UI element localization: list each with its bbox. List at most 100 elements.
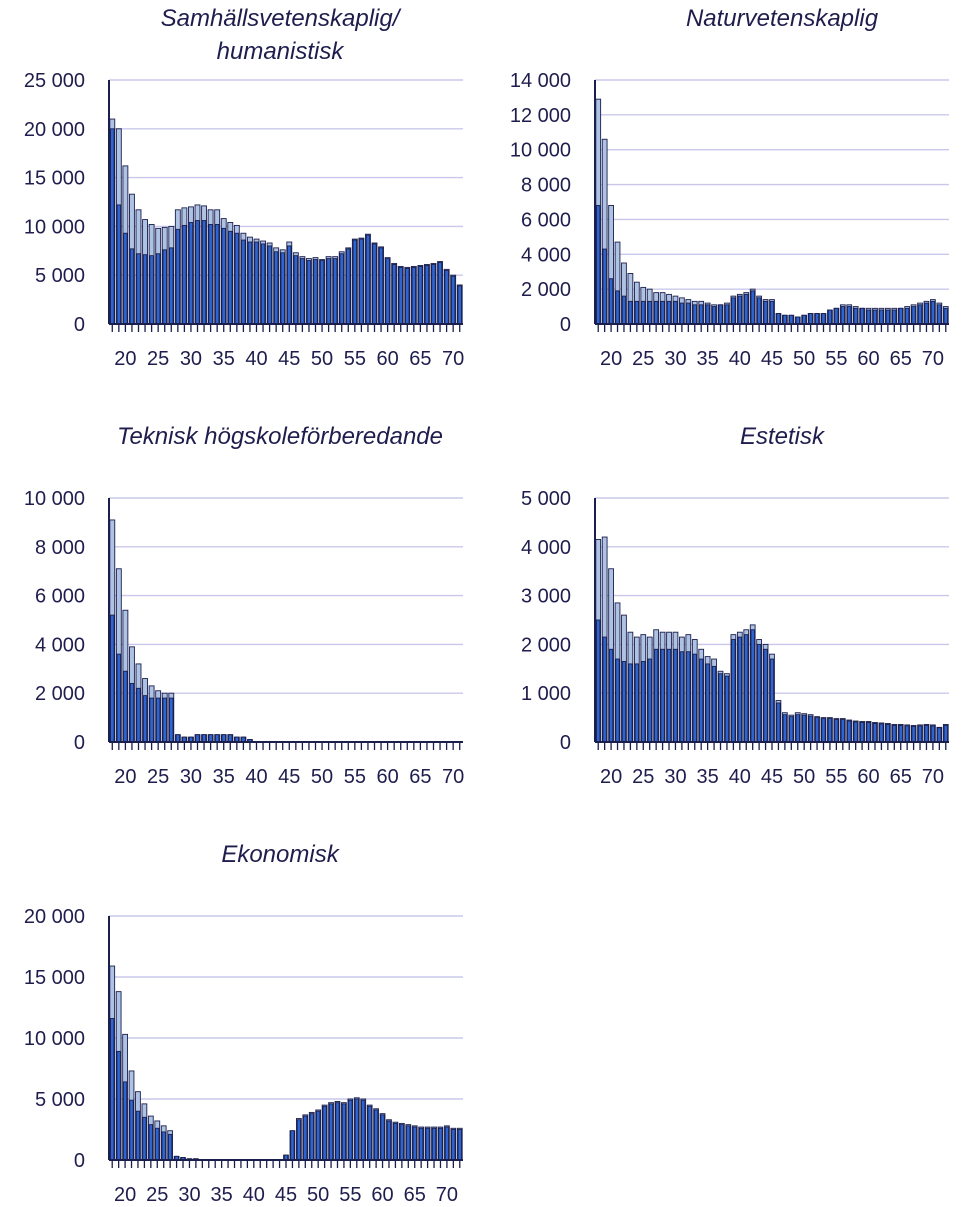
y-tick-label: 15 000 (24, 168, 85, 190)
x-tick-label: 35 (697, 766, 719, 788)
bar-subset (917, 304, 923, 325)
bar-subset (795, 714, 800, 743)
bar-subset (673, 300, 678, 325)
bar-subset (303, 1115, 308, 1161)
bar-subset (937, 304, 942, 325)
bar-subset (393, 1122, 398, 1161)
bar-subset (188, 222, 194, 325)
bar-subset (418, 1127, 424, 1161)
chart-panel-teknisk: Teknisk högskoleförberedande 0 2 000 4 000… (0, 418, 486, 818)
bar-subset (853, 307, 858, 325)
bar-subset (615, 290, 620, 325)
bar-subset (879, 309, 884, 325)
bar-subset (273, 251, 279, 325)
bar-subset (750, 629, 755, 743)
bar-subset (686, 651, 691, 743)
bar-subset (267, 245, 272, 325)
bar-subset (412, 1126, 417, 1161)
y-tick-label: 0 (74, 1150, 85, 1172)
x-tick-label: 70 (922, 766, 944, 788)
bar-subset (437, 262, 443, 325)
bar-subset (346, 248, 351, 325)
bar-chart-teknisk: 0 2 000 4 000 6 000 8 000 10 000 20 25 30 35 40 45 5… (24, 488, 464, 788)
x-tick-label: 65 (409, 766, 431, 788)
bar-subset (634, 300, 640, 325)
bar-subset (399, 1124, 405, 1161)
x-tick-label: 40 (729, 348, 751, 370)
x-tick-label: 25 (146, 1184, 168, 1206)
bar-subset (438, 1127, 443, 1161)
bar-subset (241, 239, 246, 325)
x-tick-label: 30 (180, 348, 202, 370)
x-tick-label: 45 (278, 766, 300, 788)
y-tick-label: 2 000 (521, 279, 571, 301)
bar-subset (167, 1133, 173, 1161)
x-tick-label: 55 (344, 348, 366, 370)
bar-subset (834, 307, 839, 325)
bar-subset (930, 300, 936, 325)
bar-subset (660, 648, 665, 743)
bar-subset (451, 1129, 456, 1161)
bar-subset (306, 260, 312, 325)
chart-title: Naturvetenskaplig (544, 2, 973, 35)
bar-subset (123, 670, 128, 743)
bar-subset (380, 1114, 385, 1161)
bar-subset (718, 304, 723, 325)
bar-chart-estetisk: 0 1 000 2 000 3 000 4 000 5 000 20 25 30 35 40 45 50… (521, 488, 949, 788)
bar-subset (425, 1127, 430, 1161)
bar-subset (653, 648, 659, 743)
y-tick-label: 20 000 (24, 906, 85, 928)
bar-subset (110, 614, 115, 743)
bar-subset (162, 697, 167, 743)
bar-subset (398, 266, 403, 325)
y-tick-label: 20 000 (24, 119, 85, 141)
bar-subset (418, 265, 423, 325)
x-tick-label: 20 (600, 348, 622, 370)
x-tick-label: 50 (793, 348, 815, 370)
bar-subset (431, 264, 436, 325)
bar-subset (129, 248, 135, 325)
bar-subset (608, 648, 614, 743)
x-tick-label: 60 (371, 1184, 393, 1206)
bar-subset (135, 1110, 141, 1161)
bar-subset (859, 722, 865, 743)
x-tick-label: 45 (761, 348, 783, 370)
bar-subset (641, 300, 646, 325)
x-tick-label: 60 (376, 766, 398, 788)
bar-subset (373, 1109, 379, 1161)
bar-subset (169, 247, 174, 325)
bar-subset (162, 249, 167, 325)
x-tick-label: 20 (114, 1184, 136, 1206)
bar-subset (724, 304, 730, 325)
bar-subset (763, 300, 768, 325)
chart-title-line-2: humanistisk (216, 38, 344, 65)
chart-title: Estetisk (544, 420, 973, 453)
bar-subset (814, 717, 820, 743)
bar-subset (628, 300, 633, 325)
bar-subset (182, 224, 187, 325)
bar-subset (653, 300, 659, 325)
chart-panel-naturvetenskaplig: Naturvetenskaplig 0 2 000 4 000 6 000 8 000 1… (486, 0, 973, 400)
chart-title-line-1: Estetisk (739, 423, 825, 450)
bar-subset (372, 243, 377, 325)
bar-subset (365, 234, 371, 325)
bar-subset (341, 1103, 347, 1161)
bar-subset (782, 714, 788, 743)
bar-subset (385, 258, 390, 325)
bar-subset (142, 1116, 147, 1161)
x-tick-label: 60 (857, 766, 879, 788)
bar-subset (155, 697, 161, 743)
x-tick-label: 40 (245, 766, 267, 788)
bar-subset (756, 297, 762, 325)
bar-subset (911, 306, 916, 325)
y-tick-label: 4 000 (521, 537, 571, 559)
bar-chart-ekonomisk: 0 5 000 10 000 15 000 20 000 20 25 30 35 40 45 50 55… (24, 906, 463, 1206)
bar-subset (782, 314, 788, 325)
bar-subset (776, 313, 781, 325)
x-tick-label: 30 (664, 348, 686, 370)
bar-subset (596, 205, 601, 325)
bar-subset (300, 258, 305, 325)
bar-subset (405, 267, 410, 325)
chart-title-line-1: Samhällsvetenskaplig/ (160, 5, 400, 32)
bar-subset (142, 695, 148, 743)
